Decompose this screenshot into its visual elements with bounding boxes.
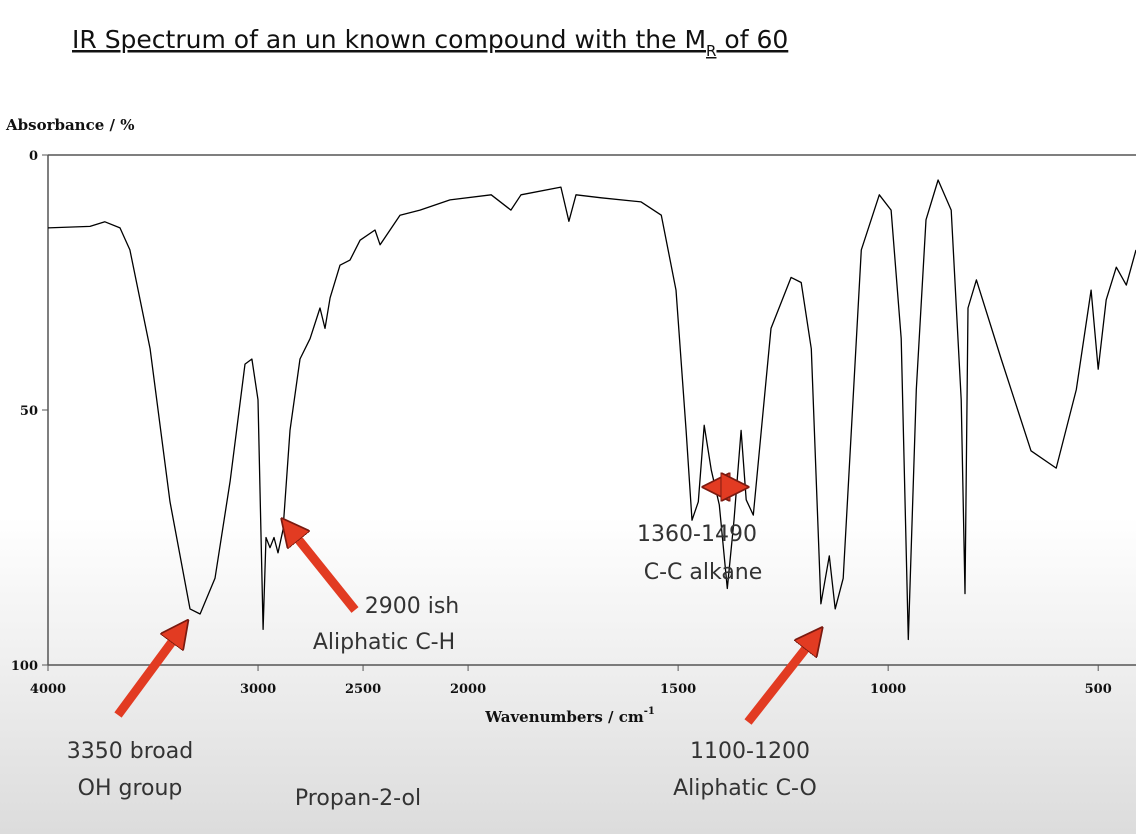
x-tick-label: 2500 [345,682,381,697]
x-tick-label: 2000 [450,682,486,697]
spectrum-line [47,179,1136,641]
annotation: 2900 ish [365,594,460,619]
y-axis-label: Absorbance / % [5,116,134,134]
chart-title: IR Spectrum of an un known compound with… [72,25,788,60]
annotation: 3350 broad [67,739,193,764]
x-label-main: Wavenumbers / cm [484,708,644,726]
annotation: Aliphatic C-H [313,630,455,655]
arrow [114,631,180,718]
arrow [744,638,814,725]
x-tick-label: 4000 [30,682,66,697]
annotation: Aliphatic C-O [673,776,817,801]
annotation: C-C alkane [644,560,763,585]
y-tick-label: 50 [20,404,38,419]
annotation: 1100-1200 [690,739,810,764]
y-tick-label: 100 [11,659,38,674]
arrow [290,529,359,613]
annotation: Propan-2-ol [295,786,421,811]
annotation: 1360-1490 [637,522,757,547]
title-subscript: R [706,42,716,60]
x-tick-label: 500 [1085,682,1112,697]
x-label-superscript: -1 [644,706,655,717]
x-tick-label: 3000 [240,682,276,697]
x-tick-label: 1500 [660,682,696,697]
title-main: IR Spectrum of an un known compound with… [72,25,706,54]
plot-area: 0 50 100 4000 3000 2500 2000 1500 1000 500 [11,149,1136,697]
annotation: OH group [78,776,183,801]
x-axis-label: Wavenumbers / cm-1 [484,706,655,726]
arrows [114,487,814,725]
y-tick-label: 0 [29,149,38,164]
title-tail: of 60 [716,25,788,54]
annotations: 3350 broad OH group 2900 ish Aliphatic C-H 1… [67,522,817,811]
x-tick-label: 1000 [870,682,906,697]
